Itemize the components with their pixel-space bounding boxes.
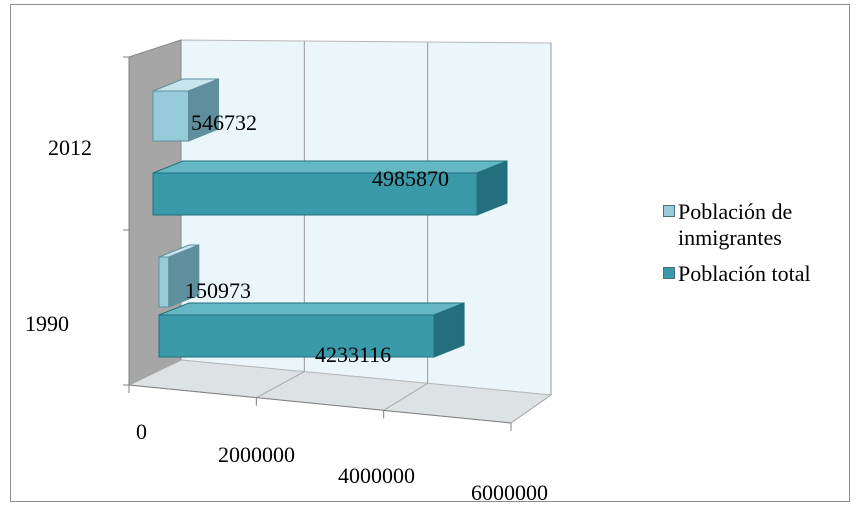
- floor-gridline: [256, 371, 305, 399]
- legend: Población de inmigrantes Población total: [663, 199, 853, 297]
- data-label-immigrants-1990: 150973: [185, 278, 251, 303]
- legend-item-total: Población total: [663, 261, 853, 287]
- y-category-label-2012: 2012: [48, 135, 92, 160]
- bar-total-2012-end: [476, 160, 508, 216]
- legend-label-immigrants-line2: inmigrantes: [678, 225, 782, 250]
- x-axis-line: [128, 384, 512, 424]
- data-label-total-2012: 4985870: [372, 166, 449, 191]
- bar-immigrants-1990-end: [168, 244, 200, 308]
- chart-frame: 0 2000000 4000000 6000000 4233116 150973 49858…: [10, 4, 850, 502]
- legend-label-total: Población total: [678, 261, 811, 286]
- bar-immigrants-1990-front: [158, 256, 170, 308]
- legend-item-immigrants: Población de inmigrantes: [663, 199, 853, 251]
- floor-gridline: [510, 394, 552, 424]
- x-tick-label: 4000000: [338, 463, 415, 488]
- legend-label-immigrants-line1: Población de: [678, 199, 793, 224]
- bar-total-1990-end: [433, 302, 465, 358]
- data-label-total-1990: 4233116: [315, 342, 391, 367]
- data-label-immigrants-2012: 546732: [191, 110, 257, 135]
- bar-total-2012-top: [152, 160, 508, 174]
- legend-swatch-total: [663, 267, 675, 279]
- floor-gridline: [383, 382, 428, 411]
- floor-gridline: [128, 359, 182, 386]
- bar-total-1990-top: [158, 302, 465, 316]
- legend-swatch-immigrants: [663, 205, 675, 217]
- x-tick-label: 0: [136, 419, 147, 444]
- bar-chart: 0 2000000 4000000 6000000 4233116 150973 49858…: [25, 39, 553, 501]
- bar-total-1990-front: [158, 314, 435, 358]
- bar-immigrants-2012-front: [152, 90, 190, 142]
- x-tick-label: 6000000: [471, 480, 548, 501]
- bar-immigrants-2012-end: [188, 78, 220, 142]
- y-category-label-1990: 1990: [25, 311, 69, 336]
- x-tick-label: 2000000: [218, 442, 295, 467]
